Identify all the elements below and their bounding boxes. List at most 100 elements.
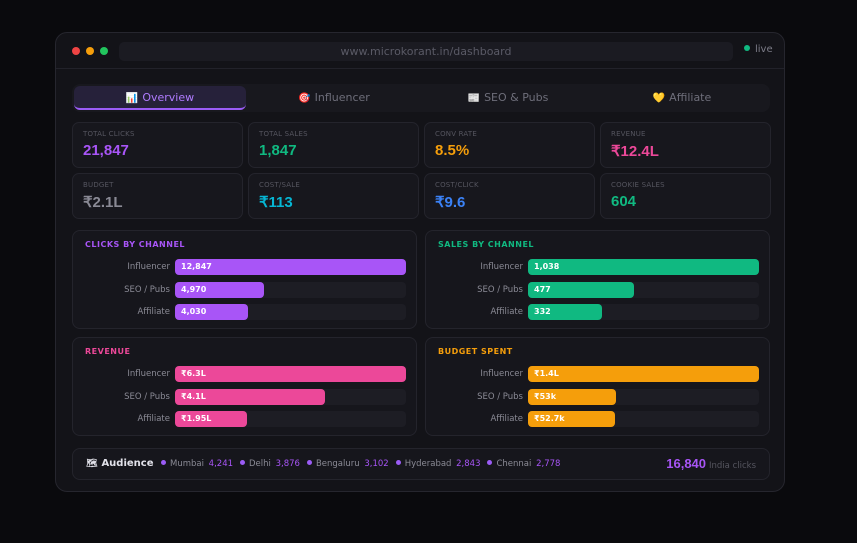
bar-fill [175, 388, 326, 405]
bar-fill [528, 366, 759, 382]
city-bengaluru: Bengaluru 3,102 [306, 459, 389, 469]
bar-row: Influencer 12,847 [73, 259, 416, 275]
bar-track: ₹1.95L [175, 411, 406, 427]
close-window-button[interactable] [72, 47, 80, 55]
bar-label: Influencer [480, 369, 523, 379]
city-dot-icon [487, 460, 493, 465]
stat-value: ₹113 [259, 194, 293, 211]
bar-value: 1,038 [534, 262, 560, 271]
live-dot-icon [744, 45, 750, 51]
tab-label: SEO & Pubs [484, 91, 549, 104]
tab-overview[interactable]: 📊 Overview [74, 86, 246, 110]
bar-label: Affiliate [137, 414, 170, 424]
panel-budget-spent: BUDGET SPENT Influencer ₹1.4L SEO / Pubs ₹53… [425, 337, 770, 436]
bar-row: Affiliate ₹1.95L [73, 411, 416, 427]
city-value: 2,778 [536, 459, 561, 469]
bar-row: SEO / Pubs ₹53k [426, 388, 769, 405]
tab-label: Overview [142, 91, 195, 104]
city-dot-icon [240, 460, 246, 465]
audience-title-label: Audience [101, 458, 154, 469]
bar-value: ₹4.1L [181, 391, 206, 401]
bar-row: Influencer ₹1.4L [426, 366, 769, 382]
bar-value: 4,970 [181, 284, 207, 294]
bar-row: SEO / Pubs 477 [426, 281, 769, 298]
bar-row: Influencer ₹6.3L [73, 366, 416, 382]
bar-label: SEO / Pubs [124, 284, 170, 295]
bar-row: Affiliate 332 [426, 304, 769, 320]
bar-value: 12,847 [181, 262, 212, 271]
bar-fill [528, 388, 616, 405]
map-icon: 🗺 [86, 459, 98, 469]
bar-label: Affiliate [137, 307, 170, 317]
panel-title: BUDGET SPENT [438, 347, 513, 356]
bar-fill [175, 411, 247, 427]
dashboard-window: www.microkorant.in/dashboard live 📊 Overv… [55, 32, 785, 492]
bar-row: SEO / Pubs ₹4.1L [73, 388, 416, 405]
bar-row: Affiliate 4,030 [73, 304, 416, 320]
bar-fill [528, 411, 616, 427]
tab-seo-pubs[interactable]: 📰 SEO & Pubs [422, 86, 594, 110]
maximize-window-button[interactable] [100, 47, 108, 55]
bar-value: ₹52.7k [534, 414, 565, 423]
bar-label: Influencer [127, 262, 170, 272]
city-value: 3,876 [275, 459, 300, 469]
tab-bar: 📊 Overview 🎯 Influencer 📰 SEO & Pubs 💛 Affil… [72, 84, 770, 112]
bar-track: ₹52.7k [528, 411, 759, 427]
bar-track: 332 [528, 304, 759, 320]
bar-fill [175, 281, 265, 298]
bar-value: ₹6.3L [181, 369, 206, 378]
bar-value: ₹1.4L [534, 369, 559, 378]
city-value: 3,102 [364, 459, 389, 469]
bar-label: SEO / Pubs [124, 391, 170, 402]
url-bar[interactable]: www.microkorant.in/dashboard [119, 42, 733, 61]
stat-card-cost-sale: COST/SALE ₹113 [248, 173, 419, 219]
bar-track: 12,847 [175, 259, 406, 275]
stat-value: ₹9.6 [435, 194, 466, 211]
bar-track: ₹4.1L [175, 388, 406, 405]
stat-value: 604 [611, 193, 637, 210]
tab-influencer[interactable]: 🎯 Influencer [248, 86, 420, 110]
city-dot-icon [306, 460, 312, 465]
stat-label: CONV RATE [435, 130, 477, 138]
bar-label: SEO / Pubs [477, 284, 523, 295]
city-name: Mumbai [170, 459, 204, 469]
city-name: Hyderabad [404, 459, 452, 469]
city-dot-icon [395, 460, 401, 465]
bar-track: ₹6.3L [175, 366, 406, 382]
city-name: Delhi [249, 459, 271, 469]
stat-card-conv-rate: CONV RATE 8.5% [424, 122, 595, 168]
live-indicator: live [744, 44, 773, 55]
bar-label: Affiliate [490, 307, 523, 317]
stat-label: TOTAL SALES [259, 130, 308, 138]
bar-row: SEO / Pubs 4,970 [73, 281, 416, 298]
stat-card-cookie-sales: COOKIE SALES 604 [600, 173, 771, 219]
minimize-window-button[interactable] [86, 47, 94, 55]
stat-card-total-clicks: TOTAL CLICKS 21,847 [72, 122, 243, 168]
stat-value: 8.5% [435, 142, 470, 159]
bar-value: 477 [534, 284, 551, 294]
bar-fill [175, 304, 248, 320]
tab-label: Influencer [314, 91, 370, 104]
chart-icon: 📊 [125, 93, 139, 104]
bar-fill [528, 281, 635, 298]
tab-label: Affiliate [669, 91, 712, 104]
city-value: 4,241 [208, 459, 234, 469]
stat-label: TOTAL CLICKS [83, 130, 135, 138]
bar-label: Affiliate [490, 414, 523, 424]
bar-track: ₹53k [528, 388, 759, 405]
city-list: Mumbai 4,241 Delhi 3,876 Bengaluru 3,102 Hy… [161, 459, 567, 469]
panel-title: SALES BY CHANNEL [438, 240, 535, 249]
bar-track: 4,970 [175, 281, 406, 298]
bar-fill [528, 304, 602, 320]
city-delhi: Delhi 3,876 [240, 459, 300, 469]
stat-value: ₹2.1L [83, 194, 123, 211]
city-hyderabad: Hyderabad 2,843 [395, 459, 480, 469]
bar-track: 4,030 [175, 304, 406, 320]
panel-title: CLICKS BY CHANNEL [85, 240, 186, 249]
tab-affiliate[interactable]: 💛 Affiliate [596, 86, 768, 110]
title-bar: www.microkorant.in/dashboard live [56, 33, 784, 69]
live-status-label: live [755, 44, 773, 55]
bar-row: Influencer 1,038 [426, 259, 769, 275]
bar-label: SEO / Pubs [477, 391, 523, 402]
newspaper-icon: 📰 [467, 93, 481, 104]
